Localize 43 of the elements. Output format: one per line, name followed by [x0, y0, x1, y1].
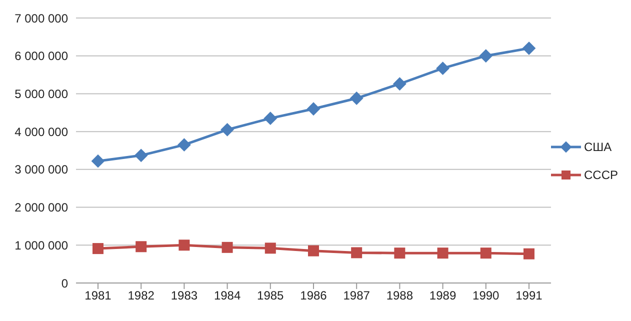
x-tick-label: 1988 [386, 288, 414, 303]
point [134, 148, 148, 162]
y-tick-label: 2 000 000 [14, 200, 68, 215]
legend-label: США [584, 140, 612, 154]
point [92, 154, 104, 168]
point [220, 123, 234, 136]
x-tick-label: 1981 [84, 288, 112, 303]
point [436, 62, 450, 75]
y-tick-label: 3 000 000 [14, 162, 68, 177]
point [393, 77, 406, 90]
point [306, 102, 320, 116]
legend-label: СССР [584, 168, 618, 182]
y-tick-label: 4 000 000 [14, 124, 68, 139]
x-tick-label: 1984 [214, 288, 241, 303]
point [178, 138, 191, 152]
point [92, 243, 104, 254]
point [523, 248, 534, 260]
point [136, 241, 147, 252]
point [222, 242, 233, 253]
point [522, 42, 536, 55]
x-tick-label: 1990 [472, 288, 500, 303]
y-tick-label: 7 000 000 [14, 11, 68, 26]
point [264, 112, 277, 125]
x-tick-label: 1985 [257, 288, 284, 303]
point [351, 247, 362, 258]
point [264, 242, 276, 254]
x-tick-label: 1991 [516, 288, 543, 303]
point [437, 248, 448, 259]
point [480, 248, 492, 259]
x-tick-label: 1986 [300, 288, 328, 303]
point [394, 248, 406, 259]
point [350, 92, 364, 105]
x-tick-label: 1987 [343, 288, 370, 303]
x-tick-label: 1982 [128, 288, 155, 303]
x-tick-label: 1983 [170, 288, 198, 303]
y-tick-label: 6 000 000 [14, 49, 68, 64]
point [308, 245, 319, 256]
y-tick-label: 1 000 000 [14, 238, 68, 252]
point [479, 49, 492, 62]
y-tick-label: 0 [61, 276, 68, 290]
x-tick-label: 1989 [429, 288, 456, 303]
point [178, 240, 190, 251]
y-tick-label: 5 000 000 [14, 86, 68, 101]
